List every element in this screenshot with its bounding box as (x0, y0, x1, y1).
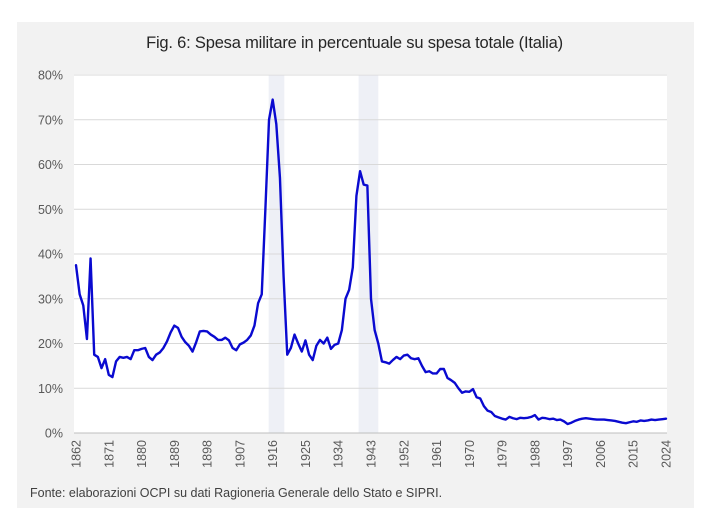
x-tick-label: 1961 (430, 440, 444, 468)
x-tick-label: 1898 (201, 440, 215, 468)
x-tick-label: 1925 (299, 440, 313, 468)
x-tick-label: 1943 (365, 440, 379, 468)
x-tick-label: 2006 (594, 440, 608, 468)
y-tick-label: 40% (38, 248, 63, 262)
y-tick-label: 30% (38, 292, 63, 306)
x-tick-label: 1871 (102, 440, 116, 468)
y-tick-label: 50% (38, 203, 63, 217)
y-tick-label: 60% (38, 158, 63, 172)
chart-title: Fig. 6: Spesa militare in percentuale su… (146, 34, 563, 52)
x-tick-label: 1862 (70, 440, 84, 468)
y-tick-label: 0% (45, 427, 63, 441)
y-axis: 0% 10% 20% 30% 40% 50% 60% 70% 80% (38, 69, 63, 441)
x-tick-label: 1880 (135, 440, 149, 468)
x-tick-label: 1997 (561, 440, 575, 468)
y-tick-label: 70% (38, 113, 63, 127)
series (74, 98, 668, 426)
x-axis: 1862 1871 1880 1889 1898 1907 1916 1925 1934 1943… (70, 440, 674, 468)
x-tick-label: 1916 (266, 440, 280, 468)
y-tick-label: 80% (38, 69, 63, 83)
x-tick-label: 1934 (332, 440, 346, 468)
x-tick-label: 2024 (660, 440, 674, 468)
y-tick-label: 20% (38, 337, 63, 351)
series-line (74, 98, 668, 426)
x-tick-label: 2015 (627, 440, 641, 468)
x-tick-label: 1988 (528, 440, 542, 468)
y-tick-label: 10% (38, 382, 63, 396)
gridlines (74, 74, 667, 434)
x-tick-label: 1970 (463, 440, 477, 468)
source-note: Fonte: elaborazioni OCPI su dati Ragione… (30, 486, 443, 500)
x-tick-label: 1952 (397, 440, 411, 468)
x-tick-label: 1889 (168, 440, 182, 468)
x-tick-label: 1907 (233, 440, 247, 468)
x-tick-label: 1979 (496, 440, 510, 468)
